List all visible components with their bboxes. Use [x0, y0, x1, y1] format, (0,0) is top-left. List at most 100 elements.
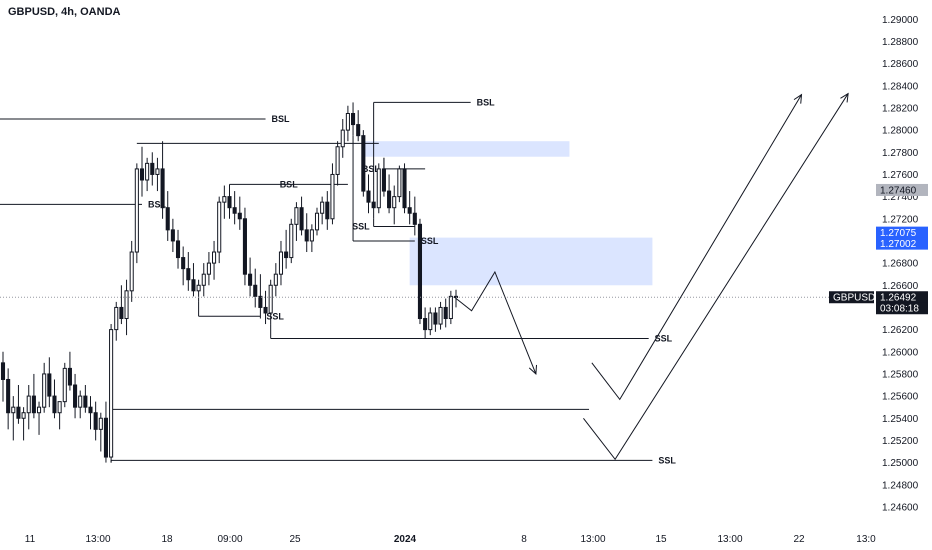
candle-body-6 — [31, 395, 36, 414]
y-tick-label-4: 1.28200 — [882, 103, 919, 114]
candle-body-58 — [299, 207, 304, 231]
candle-body-42 — [217, 201, 222, 253]
candle-body-48 — [248, 273, 253, 286]
level-label-8: SSL — [421, 236, 439, 246]
candle-body-54 — [278, 251, 284, 275]
y-tick-label-17: 1.25600 — [882, 392, 919, 403]
y-tick-label-9: 1.27200 — [882, 214, 919, 225]
price-tag-label-2: 1.27002 — [880, 239, 917, 250]
candle-body-49 — [253, 284, 258, 297]
candle-body-60 — [309, 229, 314, 242]
candle-body-63 — [325, 201, 330, 220]
candle-body-82 — [423, 318, 428, 331]
fvg-zone-0 — [363, 141, 570, 157]
candle-body-33 — [170, 229, 175, 242]
y-tick-label-12: 1.26600 — [882, 281, 919, 292]
candle-body-72 — [371, 201, 376, 209]
candle-body-40 — [206, 262, 211, 275]
level-label-4: BSL — [280, 179, 299, 189]
candle-body-85 — [438, 306, 443, 325]
candle-body-74 — [381, 168, 386, 192]
candle-body-9 — [47, 373, 52, 397]
time-axis[interactable]: 11 13:00 18 09:00 25 2024 8 13:00 15 13:00 22 13:0 — [25, 534, 876, 545]
y-tick-label-21: 1.24800 — [882, 480, 919, 491]
candle-body-55 — [284, 251, 289, 259]
candle-body-7 — [36, 406, 42, 414]
candle-body-37 — [191, 279, 196, 292]
candle-body-80 — [412, 212, 417, 225]
x-tick-label-10: 22 — [793, 534, 805, 545]
candle-body-29 — [150, 162, 155, 175]
y-tick-label-16: 1.25800 — [882, 369, 919, 380]
projection-path-1 — [591, 94, 802, 401]
candle-body-23 — [119, 306, 124, 320]
candle-body-61 — [314, 212, 320, 231]
candle-body-25 — [129, 251, 134, 292]
price-tag-bg-3 — [876, 291, 928, 304]
candle-body-73 — [376, 168, 381, 209]
candle-body-41 — [212, 251, 217, 264]
candle-body-19 — [98, 417, 103, 430]
level-label-2: BSL — [477, 97, 496, 107]
symbol-tag-label: GBPUSD — [833, 293, 875, 304]
candle-body-81 — [417, 223, 423, 320]
candle-body-10 — [52, 395, 57, 414]
candle-body-22 — [114, 306, 119, 331]
y-tick-label-6: 1.27800 — [882, 148, 919, 159]
candle-body-86 — [443, 306, 448, 320]
y-tick-label-11: 1.26800 — [882, 259, 919, 270]
price-tag-bg-4 — [876, 302, 928, 315]
candle-body-67 — [345, 112, 350, 131]
candle-body-83 — [428, 312, 433, 331]
candle-body-45 — [232, 207, 237, 214]
price-tag-label-1: 1.27075 — [880, 228, 917, 239]
candle-body-65 — [335, 146, 340, 175]
candle-body-34 — [175, 240, 181, 259]
candle-body-30 — [155, 168, 160, 175]
candle-body-24 — [124, 290, 129, 320]
candle-body-77 — [397, 168, 402, 198]
y-tick-label-0: 1.29000 — [882, 15, 919, 26]
fvg-zone-1 — [409, 237, 653, 286]
candle-body-11 — [57, 401, 62, 414]
candle-body-52 — [268, 284, 273, 314]
x-tick-label-7: 13:00 — [580, 534, 605, 545]
candle-body-27 — [139, 168, 145, 181]
level-label-7: SSL — [352, 222, 370, 232]
level-label-3: BSL — [148, 199, 167, 209]
projection-arrowhead-1 — [793, 93, 803, 104]
level-label-5: BSL — [362, 164, 381, 174]
candle-body-84 — [433, 312, 438, 325]
candle-body-64 — [330, 173, 335, 220]
x-tick-label-5: 2024 — [394, 534, 417, 545]
candle-body-56 — [289, 223, 294, 259]
candle-body-3 — [16, 406, 21, 419]
candle-body-43 — [222, 196, 227, 203]
y-tick-label-7: 1.27600 — [882, 170, 919, 181]
price-tag-label-3: 1.26492 — [880, 293, 917, 304]
candle-body-44 — [227, 196, 232, 209]
candle-body-36 — [186, 268, 191, 281]
candle-body-47 — [242, 218, 247, 275]
x-tick-label-4: 25 — [289, 534, 301, 545]
candle-body-50 — [258, 295, 263, 308]
price-tag-label-4: 03:08:18 — [880, 304, 919, 315]
candle-body-2 — [11, 406, 16, 414]
projection-path-2 — [583, 93, 849, 461]
price-axis[interactable]: 1.29000 1.28800 1.28600 1.28400 1.28200 1.280… — [882, 15, 919, 514]
candle-body-28 — [145, 162, 150, 181]
candle-body-5 — [26, 395, 31, 414]
candle-body-26 — [134, 168, 139, 253]
candle-body-66 — [340, 129, 345, 148]
candle-body-70 — [361, 135, 366, 192]
y-tick-label-22: 1.24600 — [882, 502, 919, 513]
y-tick-label-15: 1.26000 — [882, 347, 919, 358]
candle-body-35 — [181, 257, 186, 270]
candle-body-76 — [392, 196, 397, 209]
candles-layer — [0, 102, 459, 463]
y-tick-label-2: 1.28600 — [882, 59, 919, 70]
level-label-6: SSL — [266, 311, 284, 321]
x-tick-label-9: 13:00 — [717, 534, 742, 545]
candle-body-46 — [237, 212, 242, 220]
